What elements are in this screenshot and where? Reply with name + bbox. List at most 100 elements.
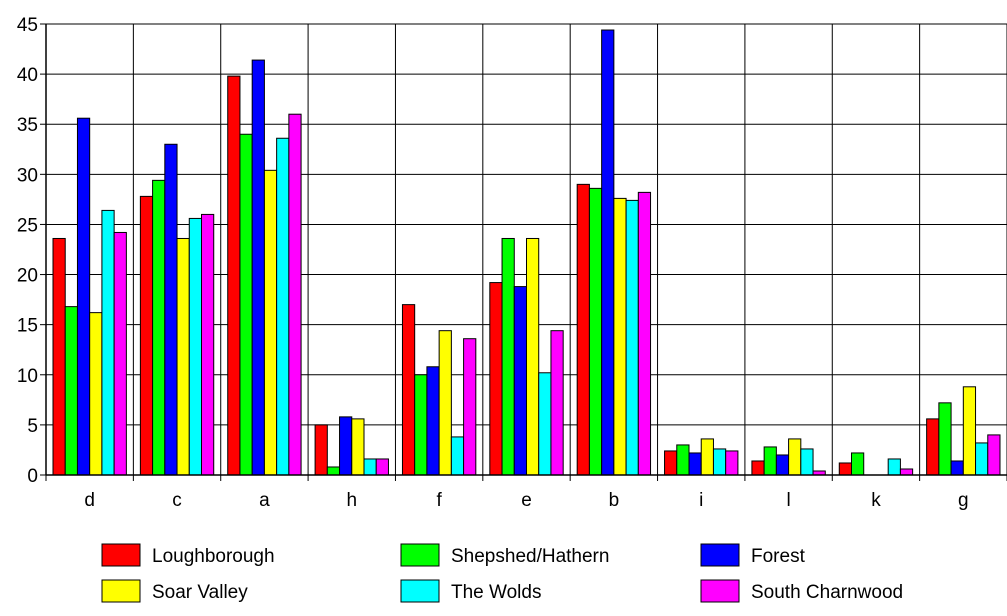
y-tick-label: 20: [17, 266, 38, 287]
bar-c-5: [201, 213, 215, 476]
bar-b-1: [588, 187, 603, 476]
bar-k-1: [851, 452, 865, 476]
bar-d-3: [89, 312, 103, 476]
x-tick-label: d: [84, 490, 95, 511]
bar-b-2: [601, 29, 615, 476]
bar-a-5: [288, 113, 302, 476]
bar-l-4: [800, 448, 814, 476]
y-tick-label: 30: [17, 165, 38, 186]
bar-c-2: [164, 143, 178, 476]
legend-label-0: Loughborough: [152, 546, 275, 567]
y-tick-label: 10: [17, 366, 38, 387]
legend-label-1: Shepshed/Hathern: [451, 546, 609, 567]
bar-g-0: [926, 418, 940, 476]
bar-e-0: [489, 282, 503, 476]
legend-swatch-3: [101, 579, 141, 603]
bar-f-5: [463, 338, 477, 476]
bar-d-0: [52, 237, 66, 476]
x-tick-label: b: [609, 490, 620, 511]
y-axis-tick-labels: 0 5 10 15 20 25 30 35 40 45: [17, 15, 38, 487]
legend-swatch-5: [700, 579, 740, 603]
bar-d-5: [113, 231, 127, 476]
bar-g-1: [938, 402, 952, 476]
bar-e-5: [550, 330, 564, 476]
bar-b-0: [576, 183, 590, 476]
bar-i-4: [712, 448, 727, 476]
y-tick-label: 45: [17, 15, 38, 36]
bar-k-5: [899, 468, 914, 476]
bar-l-3: [788, 438, 802, 476]
x-tick-label: a: [259, 490, 270, 511]
bar-h-1: [326, 466, 341, 476]
y-tick-label: 25: [17, 215, 38, 236]
bar-i-5: [725, 450, 739, 476]
bar-i-2: [688, 452, 702, 476]
bar-a-2: [251, 59, 265, 476]
bar-f-1: [414, 374, 428, 476]
bar-a-4: [276, 137, 290, 476]
x-tick-label: c: [172, 490, 182, 511]
x-tick-label: i: [699, 490, 703, 511]
y-tick-label: 5: [27, 416, 38, 437]
bar-a-0: [227, 75, 241, 476]
bar-e-3: [526, 237, 540, 476]
bar-f-4: [450, 436, 465, 476]
legend-swatch-0: [101, 543, 141, 567]
bar-l-0: [751, 460, 765, 476]
bar-f-2: [426, 366, 440, 476]
bar-l-1: [763, 446, 777, 476]
bar-k-0: [838, 462, 852, 476]
x-tick-label: e: [521, 490, 532, 511]
x-tick-label: l: [786, 490, 790, 511]
bar-b-3: [613, 197, 627, 476]
bar-a-3: [263, 169, 278, 476]
bar-h-4: [363, 458, 377, 476]
bar-d-1: [64, 306, 78, 476]
chart-legend: Loughborough Shepshed/Hathern Forest Soar V…: [101, 543, 903, 603]
bar-b-5: [637, 191, 652, 476]
bar-i-0: [664, 450, 678, 476]
bar-d-2: [76, 117, 91, 476]
bar-h-2: [339, 416, 353, 476]
legend-swatch-4: [400, 579, 440, 603]
bar-k-4: [887, 458, 901, 476]
bar-b-4: [625, 199, 639, 476]
bar-g-5: [987, 434, 1001, 476]
legend-swatch-2: [700, 543, 740, 567]
bar-f-3: [438, 330, 452, 476]
legend-label-3: Soar Valley: [152, 582, 248, 603]
legend-label-2: Forest: [751, 546, 806, 567]
bar-g-4: [975, 442, 989, 476]
legend-swatch-1: [400, 543, 440, 567]
x-tick-label: k: [871, 490, 881, 511]
y-tick-label: 0: [27, 466, 38, 487]
bar-e-2: [513, 286, 527, 476]
bar-l-2: [775, 454, 790, 476]
chart-bars: [52, 29, 1001, 476]
bar-e-4: [538, 372, 552, 476]
bar-g-3: [962, 386, 977, 476]
y-tick-label: 40: [17, 65, 38, 86]
bar-g-2: [950, 460, 964, 476]
y-tick-label: 35: [17, 115, 38, 136]
bar-i-3: [700, 438, 714, 476]
chart-axes: [40, 23, 1007, 481]
x-tick-label: f: [436, 490, 442, 511]
legend-label-4: The Wolds: [451, 582, 541, 603]
bar-h-0: [314, 424, 328, 476]
bar-c-4: [188, 217, 202, 476]
x-tick-label: g: [958, 490, 969, 511]
y-tick-label: 15: [17, 316, 38, 337]
bar-c-3: [176, 237, 190, 476]
bar-a-1: [239, 133, 253, 476]
bar-d-4: [101, 209, 115, 476]
bar-f-0: [401, 304, 416, 476]
bar-i-1: [676, 444, 690, 476]
legend-label-5: South Charnwood: [751, 582, 903, 603]
bar-h-3: [351, 418, 365, 476]
bar-h-5: [375, 458, 389, 476]
x-tick-label: h: [346, 490, 357, 511]
bar-c-0: [139, 195, 154, 476]
